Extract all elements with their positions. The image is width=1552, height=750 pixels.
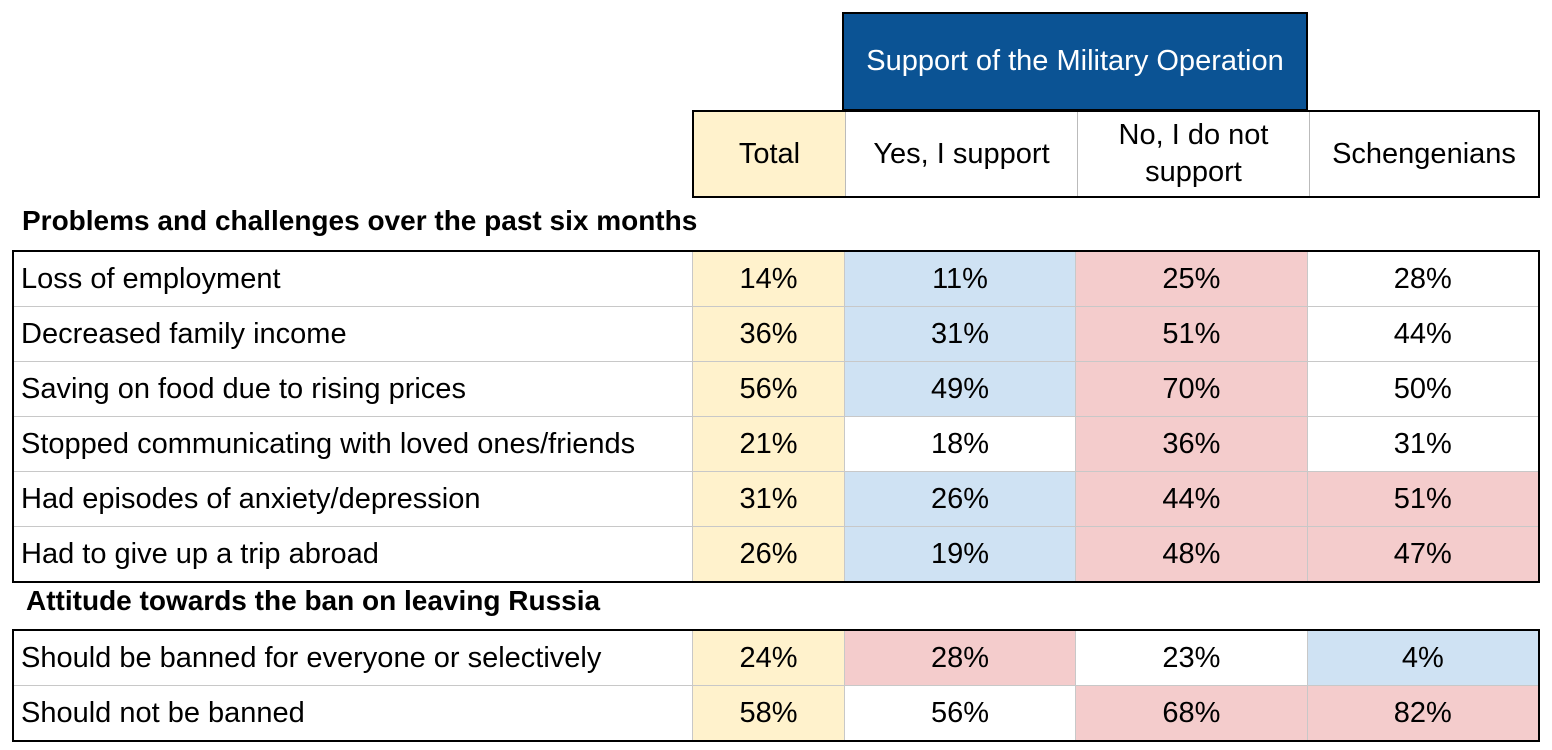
not-support-cell: 23% bbox=[1075, 631, 1307, 685]
table-row: Should not be banned 58% 56% 68% 82% bbox=[14, 685, 1538, 740]
row-label: Should not be banned bbox=[21, 696, 305, 729]
table-row: Loss of employment 14% 11% 25% 28% bbox=[14, 252, 1538, 306]
table-row: Had to give up a trip abroad 26% 19% 48%… bbox=[14, 526, 1538, 581]
table-row: Stopped communicating with loved ones/fr… bbox=[14, 416, 1538, 471]
support-cell: 26% bbox=[843, 472, 1076, 526]
row-label: Had episodes of anxiety/depression bbox=[21, 482, 481, 515]
row-label: Decreased family income bbox=[21, 317, 347, 350]
total-cell: 26% bbox=[692, 527, 844, 581]
support-cell: 56% bbox=[843, 686, 1076, 740]
not-support-cell: 25% bbox=[1075, 252, 1307, 306]
schengenians-cell: 4% bbox=[1306, 631, 1538, 685]
schengenians-cell: 28% bbox=[1306, 252, 1538, 306]
ban-table: Should be banned for everyone or selecti… bbox=[12, 629, 1540, 742]
not-support-cell: 70% bbox=[1075, 362, 1307, 416]
schengenians-cell: 51% bbox=[1306, 472, 1538, 526]
support-cell: 31% bbox=[843, 307, 1076, 361]
table-row: Had episodes of anxiety/depression 31% 2… bbox=[14, 471, 1538, 526]
total-cell: 21% bbox=[692, 417, 844, 471]
column-header-not-support: No, I do not support bbox=[1078, 112, 1310, 196]
not-support-cell: 68% bbox=[1075, 686, 1307, 740]
total-cell: 56% bbox=[692, 362, 844, 416]
total-cell: 58% bbox=[692, 686, 844, 740]
schengenians-cell: 50% bbox=[1306, 362, 1538, 416]
section-title-problems: Problems and challenges over the past si… bbox=[22, 205, 698, 236]
table-row: Saving on food due to rising prices 56% … bbox=[14, 361, 1538, 416]
row-label: Stopped communicating with loved ones/fr… bbox=[21, 427, 636, 460]
row-label: Loss of employment bbox=[21, 262, 281, 295]
support-cell: 28% bbox=[843, 631, 1076, 685]
row-label: Saving on food due to rising prices bbox=[21, 372, 466, 405]
support-cell: 49% bbox=[843, 362, 1076, 416]
section-title-ban: Attitude towards the ban on leaving Russ… bbox=[26, 585, 601, 616]
column-header-support: Yes, I support bbox=[846, 112, 1078, 196]
total-cell: 14% bbox=[692, 252, 844, 306]
not-support-cell: 44% bbox=[1075, 472, 1307, 526]
column-header-total: Total bbox=[694, 112, 846, 196]
total-cell: 24% bbox=[692, 631, 844, 685]
not-support-cell: 48% bbox=[1075, 527, 1307, 581]
group-header-military-operation: Support of the Military Operation bbox=[842, 12, 1308, 111]
support-cell: 19% bbox=[843, 527, 1076, 581]
row-label: Had to give up a trip abroad bbox=[21, 537, 379, 570]
total-cell: 31% bbox=[692, 472, 844, 526]
problems-table: Loss of employment 14% 11% 25% 28% Decre… bbox=[12, 250, 1540, 583]
support-cell: 18% bbox=[843, 417, 1076, 471]
table-row: Decreased family income 36% 31% 51% 44% bbox=[14, 306, 1538, 361]
table-row: Should be banned for everyone or selecti… bbox=[14, 631, 1538, 685]
schengenians-cell: 47% bbox=[1306, 527, 1538, 581]
row-label: Should be banned for everyone or selecti… bbox=[21, 641, 602, 674]
total-cell: 36% bbox=[692, 307, 844, 361]
column-header-row: Total Yes, I support No, I do not suppor… bbox=[692, 110, 1540, 198]
schengenians-cell: 31% bbox=[1306, 417, 1538, 471]
column-header-schengenians: Schengenians bbox=[1332, 137, 1516, 170]
schengenians-cell: 82% bbox=[1306, 686, 1538, 740]
not-support-cell: 36% bbox=[1075, 417, 1307, 471]
support-cell: 11% bbox=[843, 252, 1076, 306]
schengenians-cell: 44% bbox=[1306, 307, 1538, 361]
not-support-cell: 51% bbox=[1075, 307, 1307, 361]
